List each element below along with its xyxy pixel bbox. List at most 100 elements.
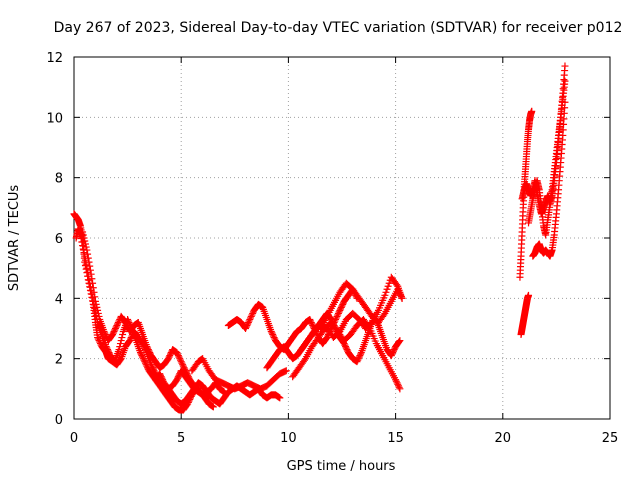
data-point xyxy=(94,306,102,314)
data-point xyxy=(144,346,152,354)
data-point xyxy=(389,347,397,355)
data-point xyxy=(116,343,124,351)
data-point xyxy=(308,320,316,328)
data-point xyxy=(338,302,346,310)
data-point xyxy=(306,315,314,323)
data-point xyxy=(166,350,174,358)
data-point xyxy=(242,323,250,331)
data-point xyxy=(145,347,153,355)
data-point xyxy=(94,309,102,317)
data-point xyxy=(141,358,149,366)
data-point xyxy=(177,358,185,366)
data-point xyxy=(91,293,99,301)
data-point xyxy=(394,285,402,293)
data-point xyxy=(392,377,400,385)
y-tick-label: 2 xyxy=(55,353,63,368)
data-point xyxy=(116,340,124,348)
series-track-3 xyxy=(79,228,202,393)
data-point xyxy=(323,334,331,342)
x-tick-label: 10 xyxy=(280,431,297,446)
data-point xyxy=(166,352,174,360)
series-track-10 xyxy=(317,279,406,332)
y-tick-label: 4 xyxy=(55,292,63,307)
data-point xyxy=(394,382,402,390)
tick-labels: 0 5 10 15 20 25 0 2 4 6 8 10 12 xyxy=(46,51,618,446)
data-point xyxy=(114,320,122,328)
data-point xyxy=(179,361,187,369)
data-point xyxy=(126,337,134,345)
data-point xyxy=(396,290,404,298)
data-point xyxy=(157,373,165,381)
data-point xyxy=(397,293,405,301)
data-point xyxy=(113,321,121,329)
series-track-13 xyxy=(525,62,569,239)
data-point xyxy=(181,367,189,375)
data-point xyxy=(176,356,184,364)
data-point xyxy=(173,376,181,384)
data-point xyxy=(381,291,389,299)
data-point xyxy=(121,318,129,326)
data-point xyxy=(334,309,342,317)
data-point xyxy=(109,331,117,339)
data-point xyxy=(393,281,401,289)
data-point xyxy=(119,331,127,339)
data-point xyxy=(103,344,111,352)
data-point xyxy=(95,312,103,320)
data-point xyxy=(354,356,362,364)
data-point xyxy=(525,291,533,299)
x-tick-label: 15 xyxy=(387,431,404,446)
data-point xyxy=(242,325,250,332)
data-point xyxy=(138,352,146,360)
data-point xyxy=(353,358,361,366)
data-point xyxy=(96,340,104,348)
data-point xyxy=(85,258,93,266)
data-point xyxy=(173,349,181,357)
data-point xyxy=(343,346,351,354)
data-point xyxy=(100,328,108,336)
data-point xyxy=(101,331,109,339)
data-point xyxy=(159,376,167,384)
data-point xyxy=(561,77,569,85)
data-point xyxy=(396,337,404,345)
data-point xyxy=(390,346,398,354)
series-track-15 xyxy=(517,291,533,339)
data-point xyxy=(389,349,397,357)
data-point xyxy=(82,243,90,251)
data-point xyxy=(158,374,166,382)
data-point xyxy=(84,250,92,258)
data-point xyxy=(92,300,100,308)
data-point xyxy=(307,318,315,326)
data-point xyxy=(384,282,392,290)
data-point xyxy=(139,355,147,363)
data-point xyxy=(141,359,149,367)
y-tick-label: 10 xyxy=(46,111,63,126)
data-point xyxy=(337,303,345,311)
data-point xyxy=(394,380,402,388)
data-point xyxy=(81,240,89,248)
data-point xyxy=(83,246,91,254)
data-point xyxy=(398,294,406,302)
data-point xyxy=(282,367,290,375)
data-point xyxy=(307,317,315,325)
data-point xyxy=(179,362,187,370)
data-point xyxy=(115,346,123,354)
data-point xyxy=(79,231,87,239)
series-track-12 xyxy=(518,77,569,218)
data-point xyxy=(397,291,405,299)
data-point xyxy=(269,332,277,340)
data-point xyxy=(142,361,150,369)
data-point xyxy=(111,326,119,334)
data-point xyxy=(90,288,98,296)
data-point xyxy=(270,334,278,342)
data-point xyxy=(117,337,125,345)
data-point xyxy=(243,321,251,329)
data-point xyxy=(80,234,88,242)
data-point xyxy=(184,373,192,381)
data-point xyxy=(246,315,254,323)
data-point xyxy=(244,318,252,326)
data-point xyxy=(84,254,92,262)
data-point xyxy=(112,323,120,331)
data-point xyxy=(561,62,569,70)
y-tick-label: 8 xyxy=(55,172,63,187)
